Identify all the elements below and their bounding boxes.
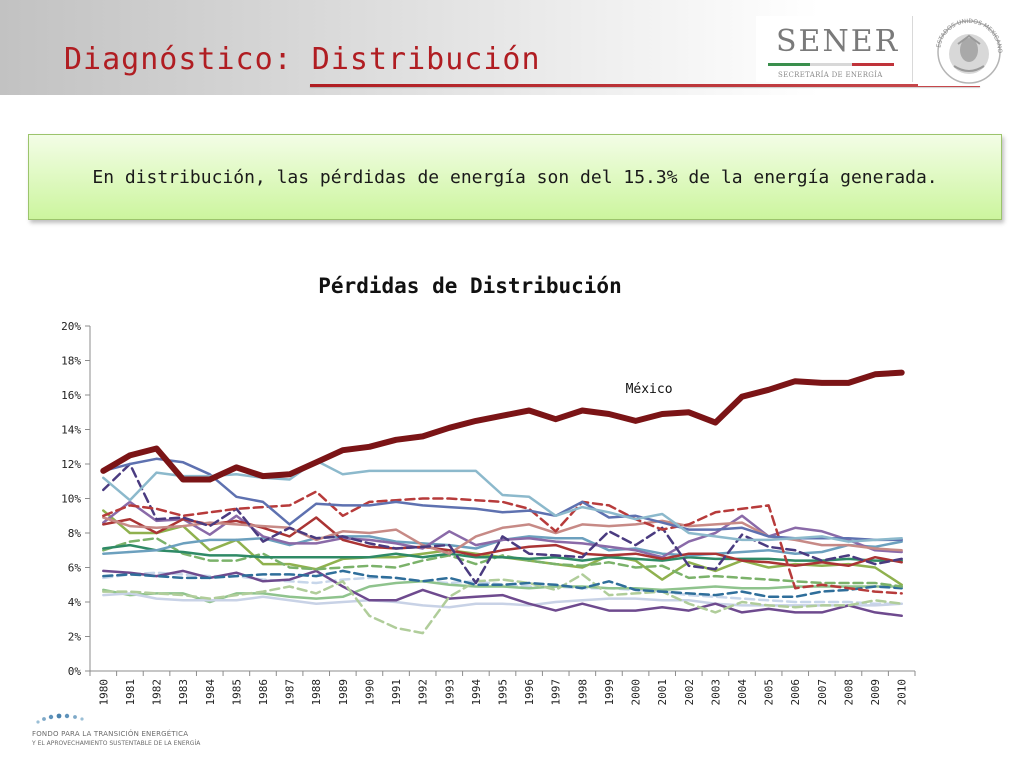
x-tick-label: 2007 (816, 679, 829, 706)
sener-logo-stripe (768, 63, 894, 66)
summary-banner: En distribución, las pérdidas de energía… (28, 134, 1002, 220)
y-tick-label: 8% (68, 527, 82, 540)
x-tick-label: 1986 (257, 679, 270, 706)
series-line-4 (102, 462, 903, 585)
dots-mark-icon (36, 713, 84, 724)
x-tick-label: 1997 (550, 679, 563, 706)
y-tick-label: 18% (61, 355, 81, 368)
series-line-6 (102, 516, 903, 568)
series-line-14 (102, 569, 903, 618)
x-tick-label: 2008 (842, 679, 855, 706)
summary-text: En distribución, las pérdidas de energía… (92, 166, 938, 188)
x-axis: 1980 1981 1982 1983 1984 1985 1986 1987 1988 1989… (89, 670, 916, 706)
x-tick-label: 2004 (736, 679, 749, 706)
y-tick-label: 20% (61, 320, 81, 333)
x-tick-label: 1988 (310, 679, 323, 706)
x-tick-label: 1991 (390, 679, 403, 706)
sener-logo-word: SENER (776, 24, 900, 59)
x-tick-label: 1982 (151, 679, 164, 706)
fondo-name-line2: Y EL APROVECHAMIENTO SUSTENTABLE DE LA E… (32, 740, 201, 747)
y-tick-label: 4% (68, 596, 82, 609)
mexico-seal-logo: ESTADOS UNIDOS MEXICANOS (916, 9, 1020, 86)
distribution-losses-chart: Pérdidas de Distribución 0% 2% 4% 6% 8% 10% 12… (0, 260, 1024, 720)
series-line-1 (102, 459, 903, 543)
y-tick-label: 14% (61, 424, 81, 437)
page-title: Diagnóstico: Distribución (64, 42, 541, 77)
x-tick-label: 2010 (896, 679, 909, 706)
series-line-10 (102, 536, 903, 588)
x-tick-label: 1985 (230, 679, 243, 706)
x-tick-label: 2005 (763, 679, 776, 706)
x-tick-label: 2003 (709, 679, 722, 706)
series-layer (100, 369, 905, 635)
series-line-12 (102, 569, 903, 599)
x-tick-label: 1980 (97, 679, 110, 706)
fondo-transicion-logo: FONDO PARA LA TRANSICIÓN ENERGÉTICA Y EL… (30, 713, 230, 762)
x-tick-label: 1992 (417, 679, 430, 706)
series-line-0 (100, 369, 905, 483)
y-tick-label: 0% (68, 665, 82, 678)
x-tick-label: 2009 (869, 679, 882, 706)
series-line-13 (102, 573, 903, 635)
title-underline (310, 84, 980, 87)
sener-logo: SENER SECRETARÍA DE ENERGÍA (756, 16, 913, 82)
x-tick-label: 1994 (470, 679, 483, 706)
y-tick-label: 10% (61, 493, 81, 506)
x-tick-label: 1983 (177, 679, 190, 706)
y-tick-label: 16% (61, 389, 81, 402)
x-tick-label: 1996 (523, 679, 536, 706)
x-tick-label: 1989 (337, 679, 350, 706)
x-tick-label: 2002 (683, 679, 696, 706)
x-tick-label: 1998 (576, 679, 589, 706)
x-tick-label: 1981 (124, 679, 137, 706)
sener-logo-subtitle: SECRETARÍA DE ENERGÍA (778, 71, 883, 79)
x-tick-label: 2001 (656, 679, 669, 706)
x-tick-label: 1984 (204, 679, 217, 706)
y-tick-label: 12% (61, 458, 81, 471)
x-tick-label: 1995 (497, 679, 510, 706)
series-line-16 (102, 580, 903, 604)
series-line-2 (102, 457, 903, 542)
chart-title: Pérdidas de Distribución (318, 274, 621, 298)
x-tick-label: 1990 (363, 679, 376, 706)
eagle-seal-icon: ESTADOS UNIDOS MEXICANOS (916, 9, 1003, 84)
y-tick-label: 6% (68, 562, 82, 575)
series-line-3 (102, 490, 903, 595)
chart-svg: Pérdidas de Distribución 0% 2% 4% 6% 8% 10% 12… (61, 274, 916, 706)
x-tick-label: 1993 (443, 679, 456, 706)
x-tick-label: 2000 (630, 679, 643, 706)
series-line-9 (102, 543, 903, 562)
x-tick-label: 2006 (789, 679, 802, 706)
y-axis: 0% 2% 4% 6% 8% 10% 12% 14% 16% 18% 20% (61, 320, 91, 678)
mexico-series-label: México (626, 382, 673, 397)
x-tick-label: 1987 (284, 679, 297, 706)
x-tick-label: 1999 (603, 679, 616, 706)
y-tick-label: 2% (68, 631, 82, 644)
fondo-name-line1: FONDO PARA LA TRANSICIÓN ENERGÉTICA (32, 730, 189, 738)
